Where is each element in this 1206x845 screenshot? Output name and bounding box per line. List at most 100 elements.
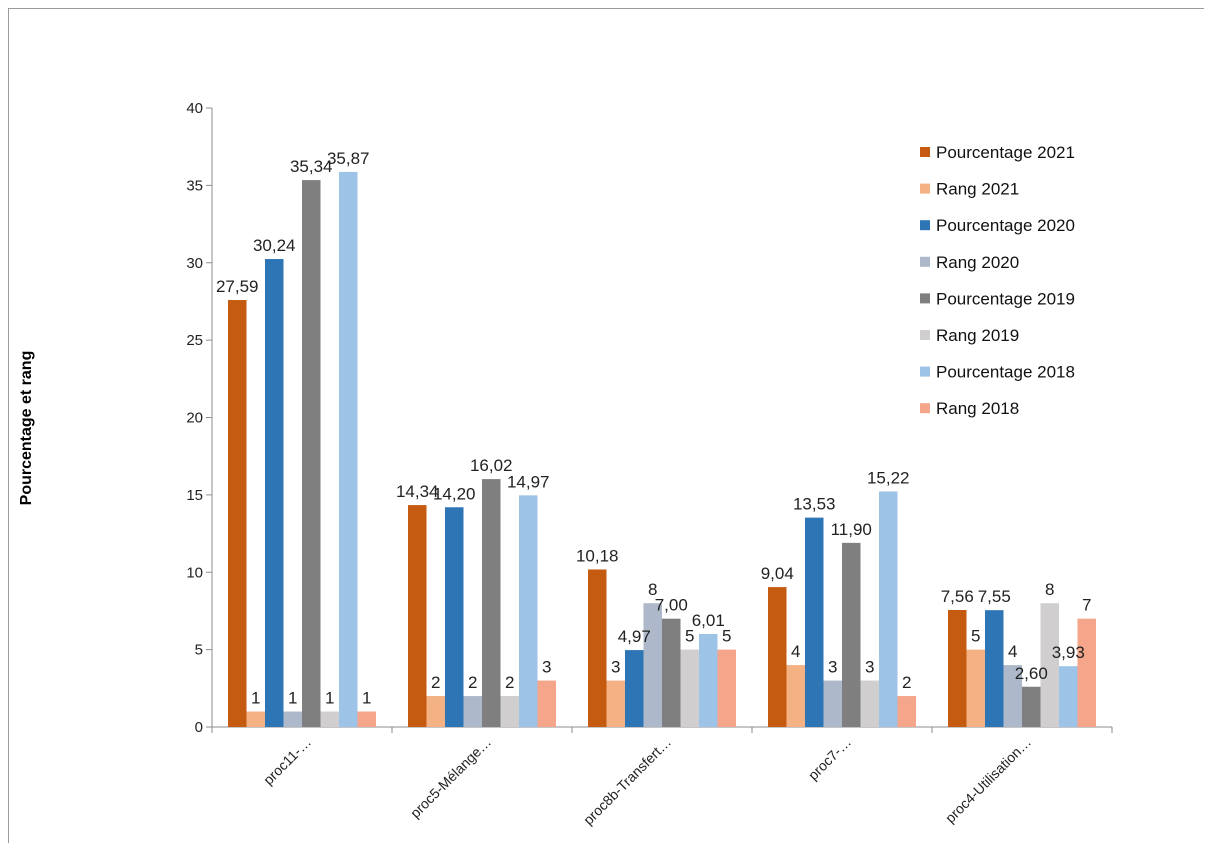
bar <box>842 542 861 727</box>
bar <box>1022 686 1041 727</box>
bar <box>786 665 805 727</box>
x-category-label: proc8b-Transfert… <box>580 734 674 828</box>
legend-label: Rang 2021 <box>936 180 1019 199</box>
bar <box>283 711 302 727</box>
data-label: 7 <box>1082 596 1091 615</box>
data-label: 6,01 <box>692 611 725 630</box>
y-tick-label: 25 <box>186 332 203 349</box>
bar <box>985 610 1004 727</box>
data-label: 2 <box>431 673 440 692</box>
legend-label: Rang 2018 <box>936 399 1019 418</box>
data-label: 1 <box>325 689 334 708</box>
data-label: 4,97 <box>618 627 651 646</box>
legend-swatch <box>920 293 930 304</box>
bar <box>768 587 787 727</box>
y-tick-label: 10 <box>186 564 203 581</box>
data-label: 11,90 <box>831 520 872 539</box>
legend-label: Pourcentage 2018 <box>936 363 1075 382</box>
y-tick-label: 20 <box>186 410 203 427</box>
data-label: 8 <box>1045 580 1054 599</box>
bar <box>339 171 358 727</box>
data-label: 10,18 <box>576 546 619 565</box>
bar <box>643 603 662 727</box>
legend-label: Rang 2019 <box>936 326 1019 345</box>
y-tick-label: 35 <box>186 177 203 194</box>
bar <box>717 649 736 727</box>
data-label: 14,97 <box>507 472 550 491</box>
data-label: 9,04 <box>761 564 794 583</box>
data-label: 2 <box>902 673 911 692</box>
data-label: 13,53 <box>793 495 836 514</box>
bar <box>879 491 898 727</box>
bar <box>860 680 879 727</box>
bar <box>897 696 916 727</box>
y-axis-title: Pourcentage et rang <box>18 351 35 506</box>
data-label: 15,22 <box>867 468 910 487</box>
data-label: 16,02 <box>470 456 513 475</box>
data-label: 7,55 <box>978 587 1011 606</box>
data-label: 35,34 <box>290 157 333 176</box>
y-tick-label: 15 <box>186 487 203 504</box>
bar <box>426 696 445 727</box>
y-tick-label: 0 <box>195 719 203 736</box>
legend: Pourcentage 2021 Rang 2021 Pourcentage 202… <box>920 143 1075 418</box>
data-label: 8 <box>648 580 657 599</box>
legend-label: Pourcentage 2020 <box>936 216 1075 235</box>
legend-label: Pourcentage 2021 <box>936 143 1075 162</box>
legend-label: Pourcentage 2019 <box>936 289 1075 308</box>
legend-swatch <box>920 147 930 157</box>
data-label: 1 <box>251 689 260 708</box>
bar <box>537 680 556 727</box>
y-tick-label: 5 <box>195 642 203 659</box>
data-label: 3 <box>611 658 620 677</box>
bar <box>320 711 339 727</box>
data-label: 1 <box>288 689 297 708</box>
bar <box>1059 666 1078 727</box>
bar <box>1077 618 1096 727</box>
bar <box>302 180 321 727</box>
bar <box>408 505 427 727</box>
data-labels: 27,59 14,34 10,18 9,04 7,56 1 2 3 4 5 30,24 14,20 4,… <box>216 149 1092 708</box>
bar <box>482 479 501 727</box>
data-label: 3 <box>865 658 874 677</box>
data-label: 4 <box>791 642 800 661</box>
bar <box>1040 603 1059 727</box>
legend-swatch <box>920 403 930 414</box>
bar <box>805 517 824 727</box>
bar <box>246 711 265 727</box>
data-label: 7,56 <box>941 587 974 606</box>
legend-swatch <box>920 330 930 340</box>
data-label: 5 <box>971 627 980 646</box>
data-label: 7,00 <box>655 596 688 615</box>
x-category-label: proc4-Utilisation… <box>942 734 1034 826</box>
bar <box>519 495 538 727</box>
bar <box>1003 665 1022 727</box>
bar <box>966 649 985 727</box>
bars <box>228 171 1096 727</box>
chart-frame <box>8 8 1204 843</box>
bar <box>625 650 644 727</box>
x-category-label: proc7-… <box>805 734 854 783</box>
x-category-label: proc5-Mélange… <box>407 734 494 821</box>
data-label: 27,59 <box>216 277 259 296</box>
bar <box>680 649 699 727</box>
bar <box>662 618 681 727</box>
data-label: 30,24 <box>253 236 296 255</box>
y-tick-label: 40 <box>186 100 203 117</box>
data-label: 4 <box>1008 642 1017 661</box>
data-label: 3 <box>828 658 837 677</box>
data-label: 35,87 <box>327 149 370 168</box>
data-label: 5 <box>722 627 731 646</box>
bar <box>588 569 607 727</box>
data-label: 2,60 <box>1015 664 1048 683</box>
bar <box>445 507 464 727</box>
data-label: 2 <box>505 673 514 692</box>
data-label: 1 <box>362 689 371 708</box>
bar <box>500 696 519 727</box>
legend-swatch <box>920 220 930 231</box>
data-label: 3,93 <box>1052 643 1085 662</box>
x-category-label: proc11-… <box>260 734 314 788</box>
y-tick-label: 30 <box>186 255 203 272</box>
bar <box>265 259 284 727</box>
